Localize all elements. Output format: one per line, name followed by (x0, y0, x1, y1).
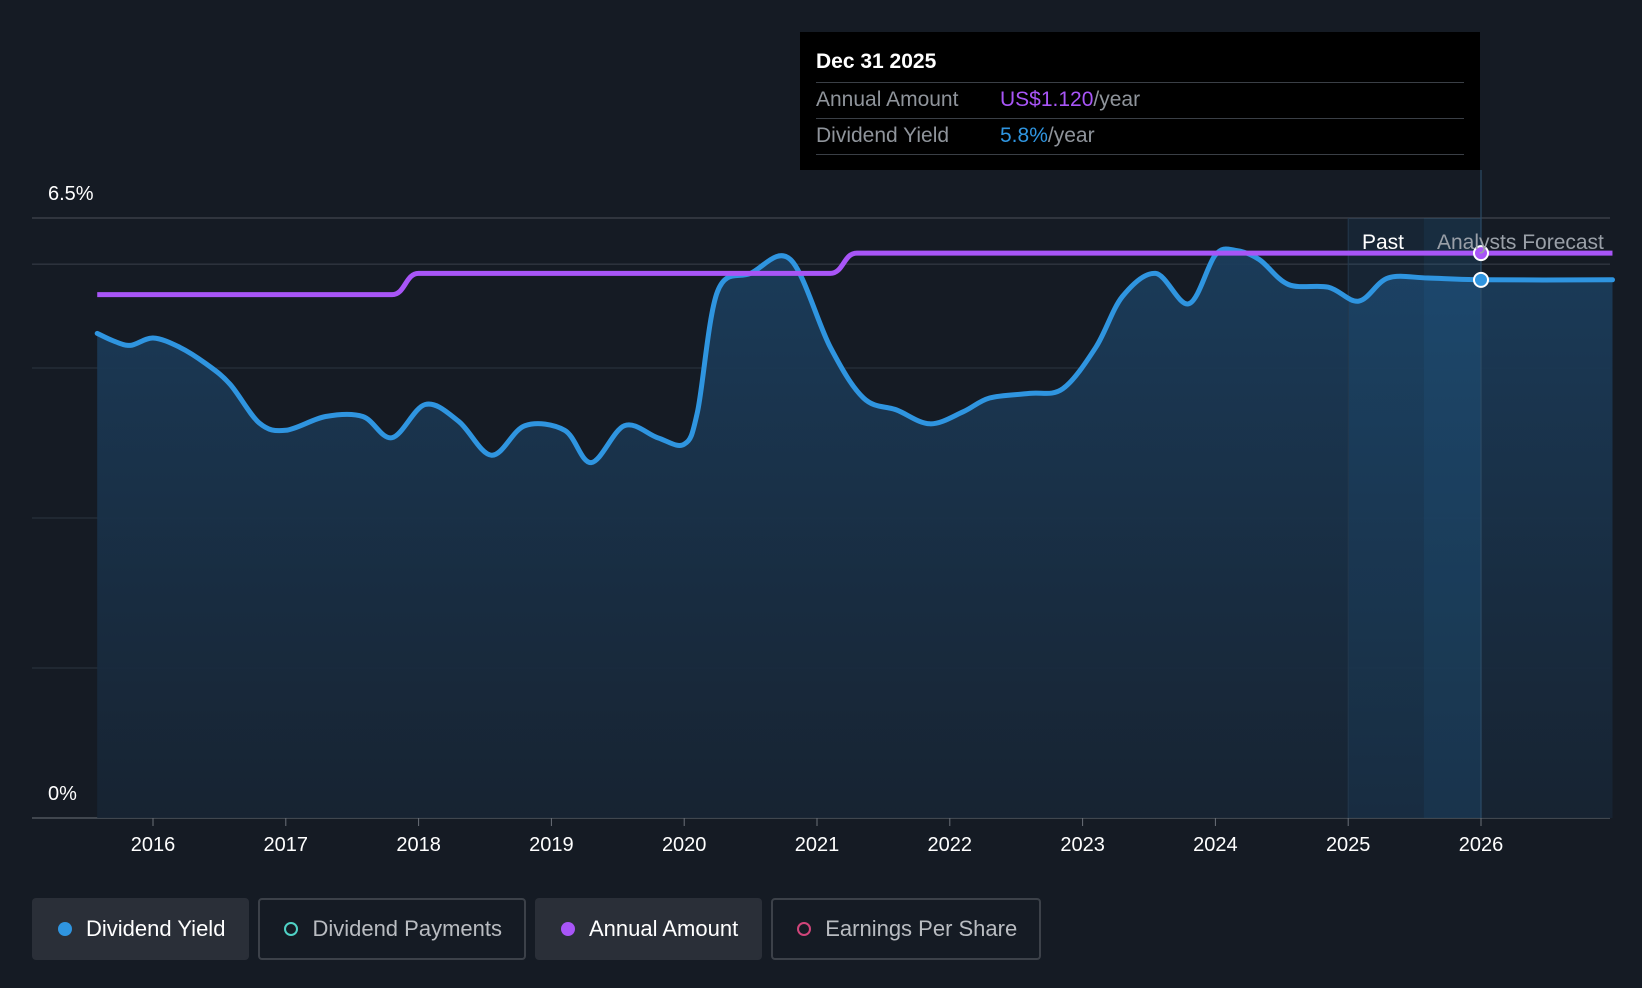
tooltip-date: Dec 31 2025 (816, 50, 1464, 83)
legend-dot-icon (560, 922, 575, 936)
x-tick-label: 2026 (1459, 834, 1504, 856)
x-tick-label: 2018 (396, 834, 441, 856)
x-tick-label: 2016 (131, 834, 176, 856)
annual-amount-marker (1473, 245, 1489, 262)
legend-earnings-per-share-button[interactable]: Earnings Per Share (771, 898, 1042, 960)
tooltip-row-dividend-yield: Dividend Yield 5.8% /year (816, 119, 1464, 155)
legend-label: Dividend Yield (86, 916, 226, 941)
tooltip-row-annual-amount: Annual Amount US$1.120 /year (816, 83, 1464, 119)
x-tick-label: 2020 (662, 834, 707, 856)
past-region (1348, 218, 1481, 818)
legend-label: Annual Amount (588, 916, 739, 941)
x-tick-label: 2022 (928, 834, 973, 856)
tooltip-value: 5.8% (1000, 124, 1048, 147)
chart-tooltip: Dec 31 2025 Annual Amount US$1.120 /year… (800, 32, 1480, 170)
tooltip-label: Dividend Yield (816, 124, 950, 147)
legend-label: Earnings Per Share (825, 916, 1018, 941)
annual-amount-line (97, 250, 1613, 298)
legend-dot-icon (58, 922, 72, 936)
past-region-highlight (1423, 218, 1481, 818)
x-tick-label: 2023 (1060, 834, 1105, 856)
x-tick-label: 2017 (264, 834, 309, 856)
tooltip-label: Annual Amount (816, 88, 959, 111)
x-tick-label: 2025 (1326, 834, 1371, 856)
dividend-yield-marker (1473, 271, 1489, 288)
x-tick-label: 2019 (529, 834, 574, 856)
x-tick-label: 2021 (795, 834, 840, 856)
x-tick-label: 2024 (1193, 834, 1238, 856)
region-label-past: Past (1362, 231, 1404, 254)
legend-ring-icon (797, 922, 812, 936)
y-axis-bottom-label: 0% (48, 783, 77, 805)
y-axis-top-label: 6.5% (48, 183, 94, 205)
legend-dividend-yield-button[interactable]: Dividend Yield (32, 898, 250, 960)
legend-dividend-payments-button[interactable]: Dividend Payments (258, 898, 526, 960)
legend-label: Dividend Payments (312, 916, 502, 941)
tooltip-unit: /year (1047, 124, 1095, 147)
chart-legend: Dividend Yield Dividend Payments Annual … (32, 898, 1042, 960)
region-label-forecast: Analysts Forecast (1437, 231, 1604, 254)
legend-annual-amount-button[interactable]: Annual Amount (534, 898, 763, 960)
tooltip-unit: /year (1093, 88, 1141, 111)
legend-ring-icon (284, 922, 299, 936)
tooltip-value: US$1.120 (1000, 88, 1094, 111)
dividend-yield-area (97, 248, 1613, 818)
